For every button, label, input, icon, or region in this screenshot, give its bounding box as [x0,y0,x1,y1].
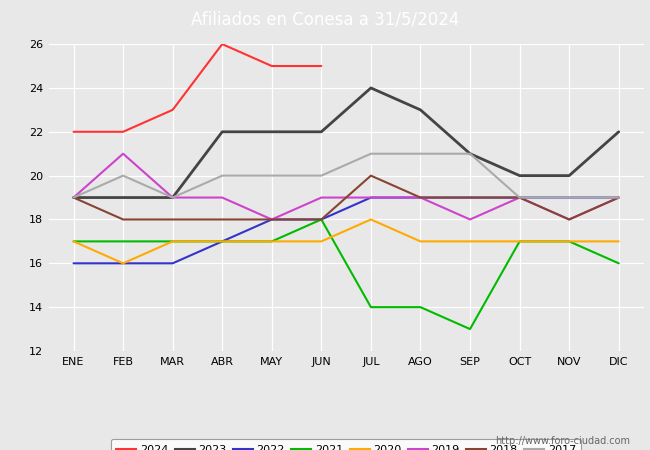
2017 [367,151,375,157]
2023 [268,129,276,135]
2021 [417,305,424,310]
2019 [566,217,573,222]
2022 [119,261,127,266]
2021 [218,238,226,244]
2020 [70,238,77,244]
2022 [268,217,276,222]
2020 [169,238,177,244]
Line: 2020: 2020 [73,220,619,263]
2022 [218,238,226,244]
2019 [218,195,226,200]
2017 [169,195,177,200]
Line: 2017: 2017 [73,154,619,198]
2022 [367,195,375,200]
2019 [169,195,177,200]
2021 [70,238,77,244]
2022 [317,217,325,222]
2019 [466,217,474,222]
2020 [417,238,424,244]
Line: 2022: 2022 [73,198,619,263]
2019 [367,195,375,200]
2021 [367,305,375,310]
2018 [70,195,77,200]
2021 [169,238,177,244]
2019 [515,195,523,200]
2023 [566,173,573,178]
2021 [119,238,127,244]
2022 [70,261,77,266]
Text: http://www.foro-ciudad.com: http://www.foro-ciudad.com [495,436,630,446]
2017 [119,173,127,178]
Line: 2021: 2021 [73,220,619,329]
2019 [417,195,424,200]
2020 [615,238,623,244]
2018 [119,217,127,222]
2023 [70,195,77,200]
2021 [317,217,325,222]
2023 [119,195,127,200]
2017 [466,151,474,157]
2022 [417,195,424,200]
2017 [268,173,276,178]
2022 [169,261,177,266]
2018 [515,195,523,200]
2023 [417,107,424,112]
2020 [515,238,523,244]
2019 [615,195,623,200]
2022 [515,195,523,200]
2019 [317,195,325,200]
2020 [317,238,325,244]
2023 [218,129,226,135]
2023 [169,195,177,200]
2017 [417,151,424,157]
2020 [466,238,474,244]
2017 [218,173,226,178]
2018 [367,173,375,178]
Line: 2019: 2019 [73,154,619,220]
2017 [70,195,77,200]
2020 [119,261,127,266]
2018 [466,195,474,200]
Text: Afiliados en Conesa a 31/5/2024: Afiliados en Conesa a 31/5/2024 [191,11,459,29]
2022 [466,195,474,200]
2023 [615,129,623,135]
2018 [317,217,325,222]
Line: 2018: 2018 [73,176,619,220]
2023 [367,85,375,90]
2017 [566,195,573,200]
2017 [515,195,523,200]
2020 [218,238,226,244]
2018 [268,217,276,222]
2020 [566,238,573,244]
2023 [515,173,523,178]
2017 [615,195,623,200]
2021 [466,326,474,332]
2018 [218,217,226,222]
2019 [70,195,77,200]
2020 [268,238,276,244]
2018 [615,195,623,200]
Legend: 2024, 2023, 2022, 2021, 2020, 2019, 2018, 2017: 2024, 2023, 2022, 2021, 2020, 2019, 2018… [111,439,582,450]
2021 [566,238,573,244]
2018 [417,195,424,200]
2021 [268,238,276,244]
2019 [268,217,276,222]
2023 [466,151,474,157]
2017 [317,173,325,178]
2022 [566,195,573,200]
2022 [615,195,623,200]
2019 [119,151,127,157]
Line: 2023: 2023 [73,88,619,198]
2018 [566,217,573,222]
2021 [615,261,623,266]
2021 [515,238,523,244]
2020 [367,217,375,222]
2023 [317,129,325,135]
2018 [169,217,177,222]
